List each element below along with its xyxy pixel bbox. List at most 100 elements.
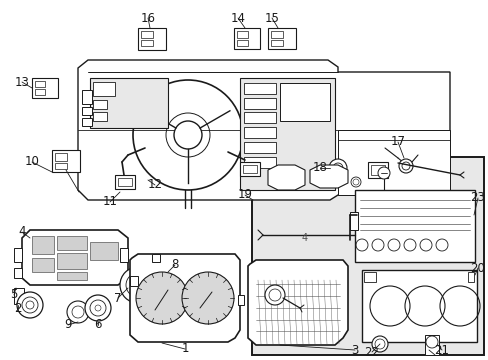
Text: 14: 14 — [230, 12, 245, 24]
Bar — [120, 248, 128, 262]
Bar — [130, 276, 138, 286]
Bar — [363, 272, 375, 282]
Bar — [32, 258, 54, 272]
Bar — [244, 142, 275, 153]
Text: 6: 6 — [94, 319, 102, 332]
Bar — [90, 78, 168, 128]
Text: 15: 15 — [264, 12, 279, 24]
Text: 17: 17 — [390, 135, 405, 148]
Circle shape — [398, 159, 412, 173]
Circle shape — [17, 292, 43, 318]
Polygon shape — [130, 254, 240, 342]
Text: 3: 3 — [350, 343, 358, 356]
Text: 1: 1 — [181, 342, 188, 355]
Text: 2: 2 — [14, 301, 21, 315]
Circle shape — [425, 336, 437, 348]
Bar — [82, 118, 92, 126]
Bar — [244, 112, 275, 123]
Bar — [234, 28, 260, 49]
Bar — [52, 150, 80, 172]
Text: 8: 8 — [171, 258, 178, 271]
Circle shape — [182, 272, 234, 324]
Circle shape — [328, 159, 346, 177]
Bar — [32, 236, 54, 254]
Circle shape — [264, 285, 285, 305]
Text: 12: 12 — [147, 179, 162, 192]
Bar — [354, 190, 474, 262]
Circle shape — [85, 295, 111, 321]
Bar — [467, 272, 473, 282]
Bar — [267, 28, 295, 49]
Bar — [361, 270, 476, 342]
Circle shape — [371, 336, 387, 352]
Bar — [370, 165, 384, 175]
Bar — [93, 82, 115, 96]
Text: 11: 11 — [102, 195, 117, 208]
Bar — [280, 83, 329, 121]
Bar — [367, 162, 387, 178]
Bar — [55, 163, 67, 169]
Circle shape — [155, 259, 181, 285]
Bar — [237, 31, 247, 38]
Bar — [93, 100, 107, 109]
Bar — [152, 254, 160, 262]
Text: 4: 4 — [18, 225, 26, 238]
Text: 13: 13 — [15, 76, 29, 89]
Bar — [57, 272, 87, 280]
Bar — [243, 165, 257, 173]
Bar — [240, 78, 334, 190]
Text: 18: 18 — [312, 162, 327, 175]
Bar — [93, 112, 107, 121]
Bar — [270, 40, 283, 46]
Bar — [14, 268, 22, 278]
Text: 16: 16 — [140, 12, 155, 24]
Bar — [251, 157, 483, 355]
Bar — [238, 295, 244, 305]
Bar — [138, 28, 165, 50]
Circle shape — [174, 121, 202, 149]
Polygon shape — [247, 260, 347, 345]
Text: 10: 10 — [24, 156, 40, 168]
Text: 7: 7 — [114, 292, 122, 305]
Circle shape — [120, 267, 156, 303]
Circle shape — [136, 272, 187, 324]
Bar — [90, 242, 118, 260]
Bar — [57, 253, 87, 269]
Circle shape — [350, 177, 360, 187]
Bar — [35, 81, 45, 87]
Text: 21: 21 — [434, 343, 448, 356]
Bar — [237, 40, 247, 46]
Bar — [240, 162, 260, 176]
Bar — [14, 248, 22, 262]
Circle shape — [377, 167, 389, 179]
Bar — [82, 107, 92, 115]
Bar — [115, 175, 135, 189]
Bar — [244, 98, 275, 109]
Text: 23: 23 — [469, 192, 485, 204]
Text: 19: 19 — [237, 189, 252, 202]
Bar — [57, 236, 87, 250]
Bar — [35, 89, 45, 95]
Bar — [118, 178, 132, 186]
Bar — [270, 31, 283, 38]
Bar — [82, 90, 92, 104]
Polygon shape — [22, 230, 128, 285]
Text: 9: 9 — [64, 319, 72, 332]
Polygon shape — [309, 165, 347, 188]
Text: 5: 5 — [10, 288, 18, 301]
Bar — [141, 31, 153, 38]
Bar — [32, 78, 58, 98]
Text: 22: 22 — [364, 346, 379, 359]
Bar — [244, 157, 275, 168]
Polygon shape — [267, 165, 305, 190]
Bar — [55, 153, 67, 161]
Bar — [244, 127, 275, 138]
Polygon shape — [78, 60, 449, 200]
Bar — [349, 212, 357, 230]
Bar — [424, 335, 438, 355]
Bar — [337, 130, 449, 195]
Bar — [14, 288, 24, 304]
Text: 20: 20 — [469, 261, 485, 274]
Bar — [244, 83, 275, 94]
Text: 4: 4 — [301, 233, 307, 243]
